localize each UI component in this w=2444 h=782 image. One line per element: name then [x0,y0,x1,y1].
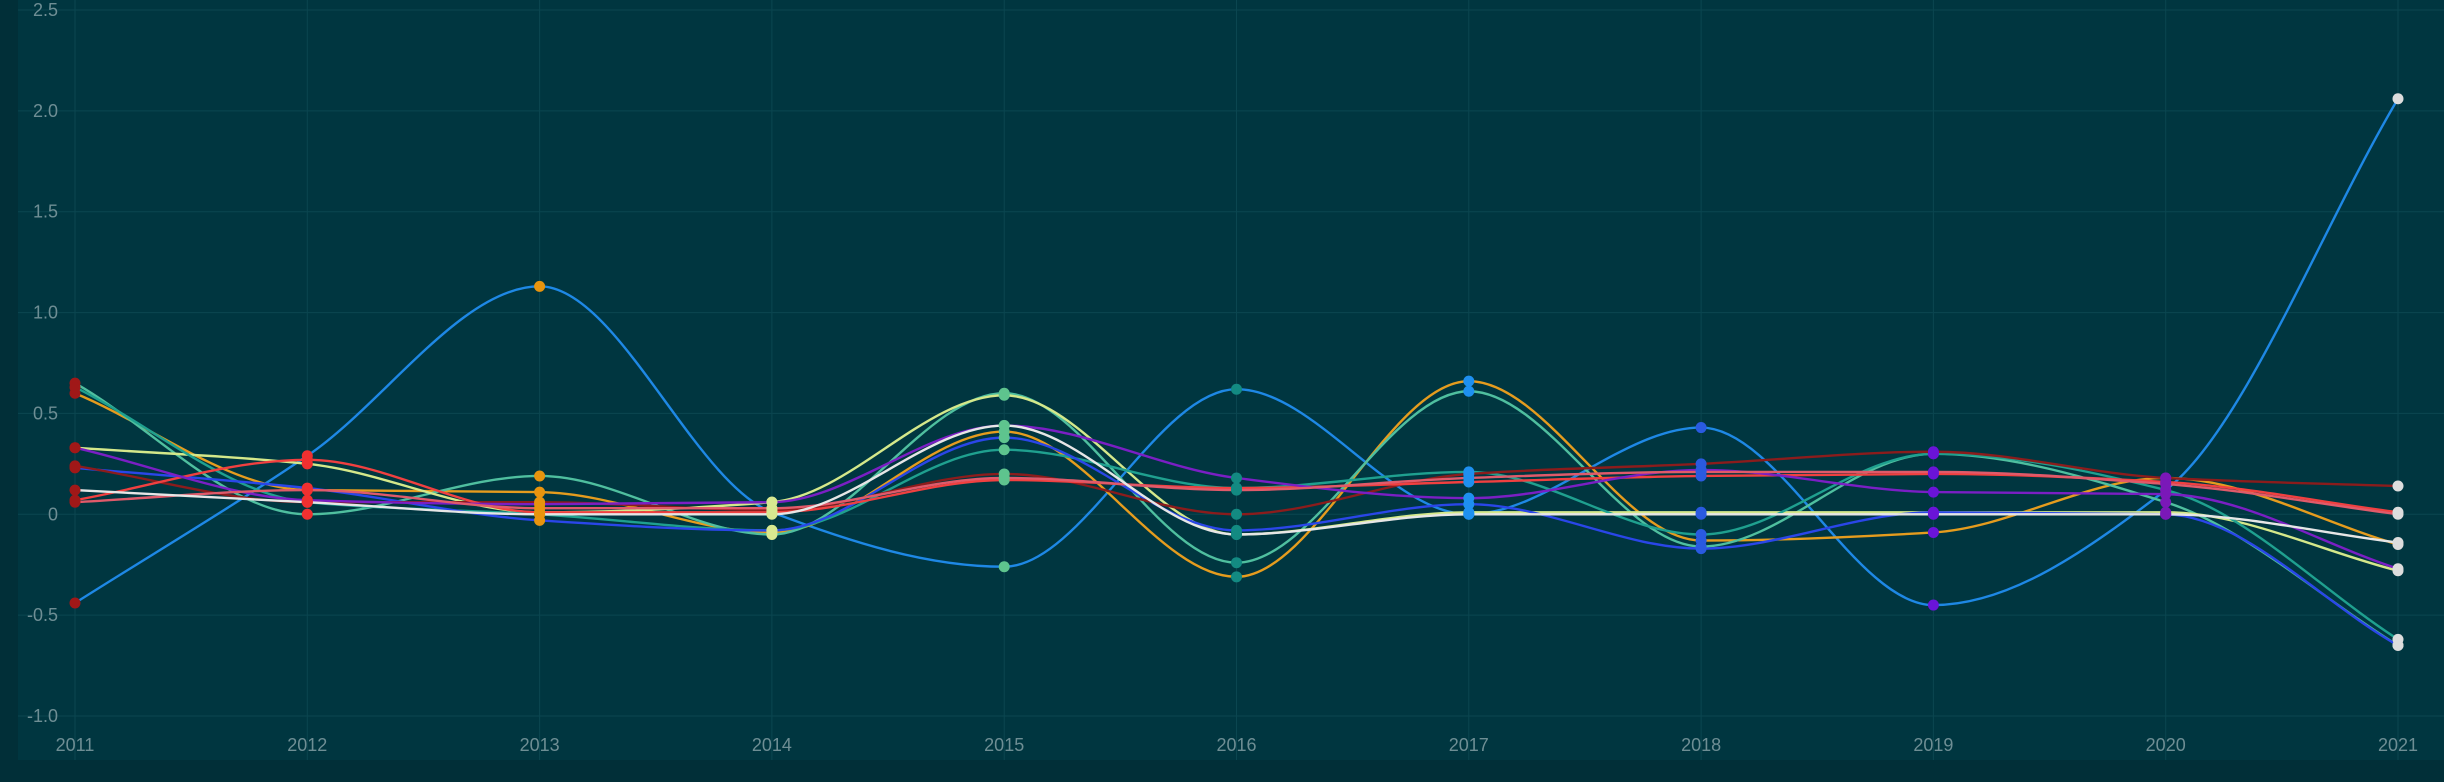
data-point-2021-s11 [2392,537,2404,549]
data-point-2019-s7 [1927,446,1939,458]
data-point-2012-s3 [301,508,313,520]
data-point-2011-s5 [69,381,81,393]
data-point-2011-s7 [69,460,81,472]
data-point-2020-s10 [2160,478,2172,490]
data-point-2016-s2 [1231,571,1242,583]
plot-area [18,0,2444,760]
data-point-2021-s9 [2392,563,2404,575]
y-tick-label-3: 0.5 [33,403,58,423]
data-markers [69,93,2404,651]
data-point-2011-s10 [69,496,81,508]
data-point-2018-s6 [1695,543,1707,555]
data-point-2021-s6 [2392,639,2404,651]
y-tick-label-0: -1.0 [27,706,58,726]
x-tick-label-2013: 2013 [520,735,560,755]
data-point-2021-s10 [2392,508,2404,520]
x-tick-label-2021: 2021 [2378,735,2418,755]
data-point-2015-s6 [998,432,1010,444]
data-point-2016-s11 [1231,528,1242,540]
x-tick-label-2019: 2019 [1913,735,1953,755]
data-point-2021-s7 [2392,480,2404,492]
data-point-2016-s9 [1231,472,1242,484]
y-tick-label-6: 2.0 [33,101,58,121]
y-axis-tick-labels: -1.0 -0.5 0 0.5 1.0 1.5 2.0 2.5 [27,0,58,726]
data-point-2014-s11 [766,508,778,520]
data-point-2017-s3 [1463,385,1475,397]
data-point-2013-s1 [534,280,546,292]
data-point-2016-s3 [1231,557,1242,569]
y-tick-label-1: -0.5 [27,605,58,625]
data-point-2015-s5 [998,444,1010,456]
data-point-2013-s3 [534,470,546,482]
data-point-2019-s1 [1927,599,1939,611]
data-point-2019-s2 [1927,526,1939,538]
series-line-2 [73,379,2400,579]
y-tick-label-7: 2.5 [33,0,58,20]
y-tick-label-5: 1.5 [33,202,58,222]
x-tick-label-2014: 2014 [752,735,792,755]
data-point-2015-s4 [998,389,1010,401]
data-point-2019-s9 [1927,486,1939,498]
data-point-2011-s9 [69,442,81,454]
series-line-1 [73,97,2400,607]
data-point-2017-s10 [1463,472,1475,484]
data-point-2015-s1 [998,561,1010,573]
data-point-2019-s10 [1927,466,1939,478]
data-point-2015-s10 [998,472,1010,484]
data-point-2020-s3 [2160,496,2172,508]
data-point-2013-s11 [534,508,546,520]
data-point-2016-s7 [1231,508,1242,520]
data-point-2011-s11 [69,484,81,496]
y-tick-label-2: 0 [48,504,58,524]
data-point-2012-s11 [301,496,313,508]
data-point-2012-s8 [301,454,313,466]
x-tick-label-2015: 2015 [984,735,1024,755]
data-point-2017-s11 [1463,508,1475,520]
data-point-2011-s1 [69,597,81,609]
data-point-2018-s5 [1695,528,1707,540]
x-tick-label-2011: 2011 [56,735,95,755]
data-point-2018-s1 [1695,422,1707,434]
x-tick-label-2012: 2012 [287,735,327,755]
data-point-2019-s11 [1927,508,1939,520]
x-axis-tick-labels: 2011 2012 2013 2014 2015 2016 2017 2018 2019 2020… [56,735,2418,755]
data-point-2015-s11 [998,420,1010,432]
data-point-2020-s9 [2160,488,2172,500]
x-tick-label-2018: 2018 [1681,735,1721,755]
data-point-2012-s10 [301,484,313,496]
data-point-2014-s6 [766,524,778,536]
data-point-2020-s11 [2160,508,2172,520]
data-point-2018-s11 [1695,508,1707,520]
data-point-2016-s10 [1231,484,1242,496]
x-tick-label-2016: 2016 [1216,735,1256,755]
data-point-2017-s2 [1463,375,1475,387]
data-point-2017-s9 [1463,492,1475,504]
x-tick-label-2020: 2020 [2146,735,2186,755]
data-point-2016-s1 [1231,383,1242,395]
x-tick-label-2017: 2017 [1449,735,1489,755]
data-point-2021-s1 [2392,93,2404,105]
data-point-2013-s2 [534,486,546,498]
data-point-2018-s10 [1695,466,1707,478]
y-tick-label-4: 1.0 [33,303,58,323]
